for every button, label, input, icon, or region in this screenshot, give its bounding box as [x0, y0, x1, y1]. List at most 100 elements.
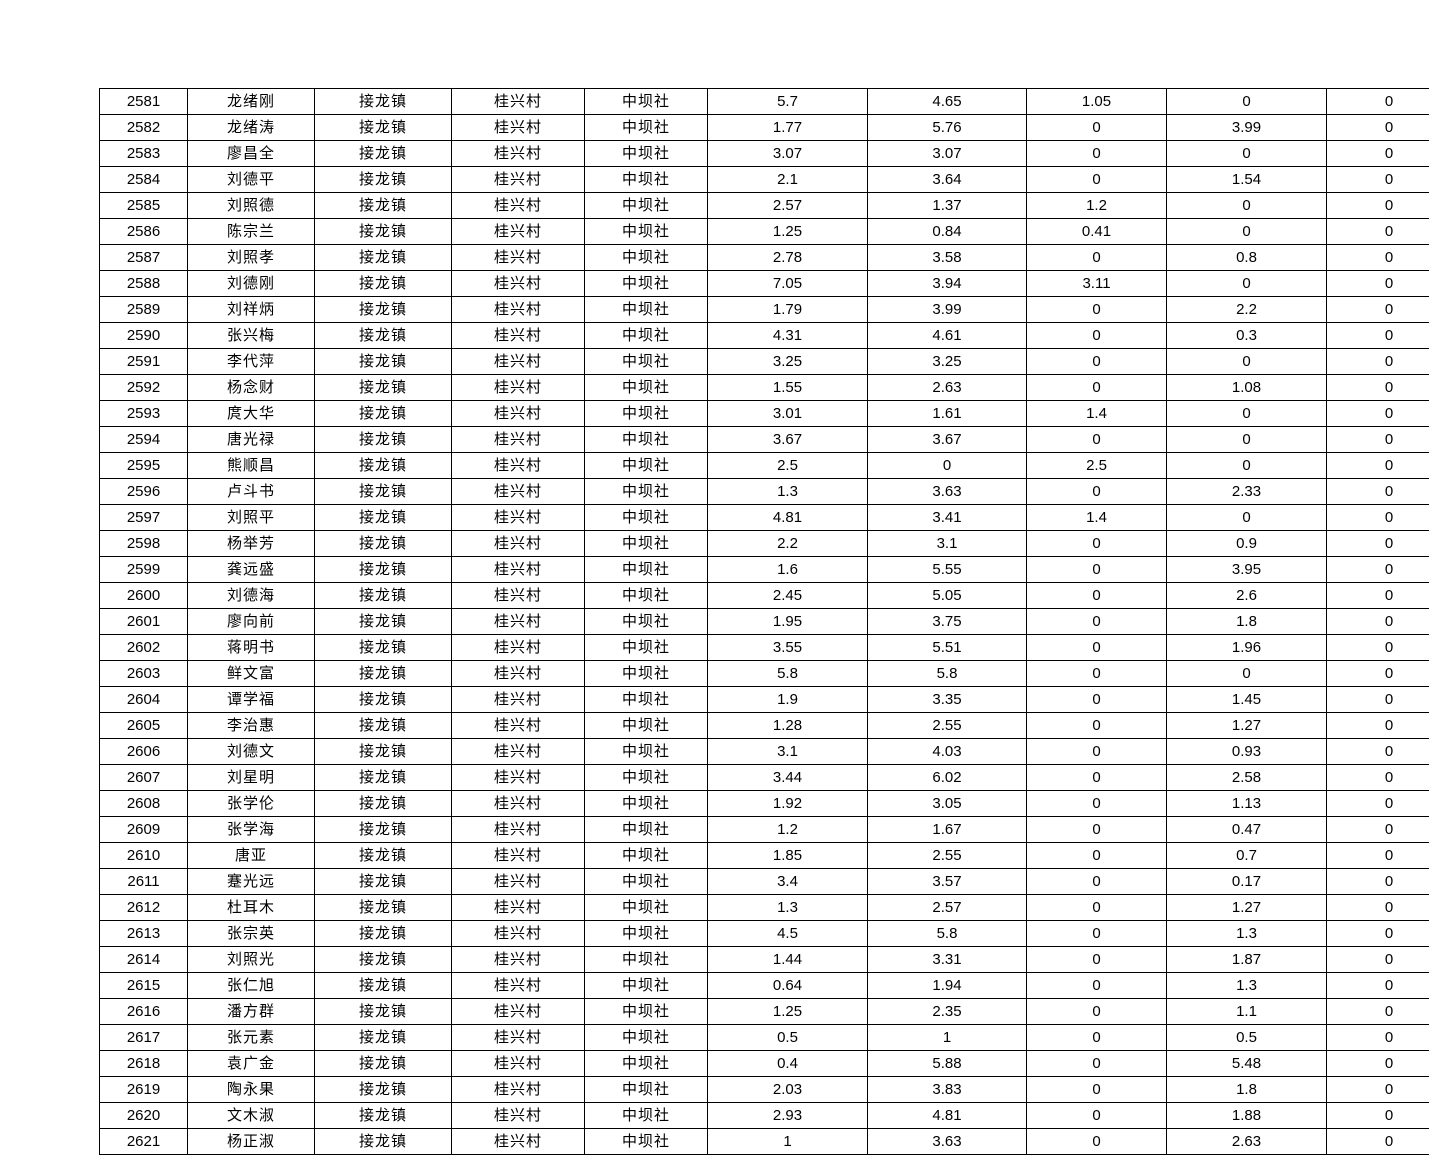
- cell-value-4[interactable]: 1.45: [1167, 687, 1327, 713]
- cell-value-1[interactable]: 1.77: [708, 115, 868, 141]
- cell-group[interactable]: 中坝社: [585, 89, 708, 115]
- cell-name[interactable]: 张仁旭: [188, 973, 315, 999]
- cell-town[interactable]: 接龙镇: [315, 1051, 452, 1077]
- cell-name[interactable]: 廖向前: [188, 609, 315, 635]
- cell-name[interactable]: 唐亚: [188, 843, 315, 869]
- cell-value-5[interactable]: 0: [1327, 713, 1429, 739]
- cell-town[interactable]: 接龙镇: [315, 843, 452, 869]
- cell-id[interactable]: 2599: [100, 557, 188, 583]
- cell-town[interactable]: 接龙镇: [315, 323, 452, 349]
- cell-id[interactable]: 2587: [100, 245, 188, 271]
- cell-value-5[interactable]: 0: [1327, 479, 1429, 505]
- cell-name[interactable]: 潘方群: [188, 999, 315, 1025]
- cell-town[interactable]: 接龙镇: [315, 739, 452, 765]
- cell-village[interactable]: 桂兴村: [452, 349, 585, 375]
- cell-value-2[interactable]: 5.55: [868, 557, 1027, 583]
- cell-id[interactable]: 2614: [100, 947, 188, 973]
- cell-group[interactable]: 中坝社: [585, 1051, 708, 1077]
- cell-value-3[interactable]: 1.4: [1027, 505, 1167, 531]
- cell-value-1[interactable]: 1.85: [708, 843, 868, 869]
- cell-value-4[interactable]: 0.9: [1167, 531, 1327, 557]
- cell-value-4[interactable]: 0: [1167, 219, 1327, 245]
- cell-village[interactable]: 桂兴村: [452, 583, 585, 609]
- cell-value-4[interactable]: 1.87: [1167, 947, 1327, 973]
- cell-value-3[interactable]: 0.41: [1027, 219, 1167, 245]
- cell-value-3[interactable]: 0: [1027, 973, 1167, 999]
- cell-value-5[interactable]: 0: [1327, 557, 1429, 583]
- cell-value-1[interactable]: 5.8: [708, 661, 868, 687]
- cell-value-2[interactable]: 5.88: [868, 1051, 1027, 1077]
- cell-name[interactable]: 张兴梅: [188, 323, 315, 349]
- cell-value-2[interactable]: 3.99: [868, 297, 1027, 323]
- cell-value-4[interactable]: 0.17: [1167, 869, 1327, 895]
- cell-town[interactable]: 接龙镇: [315, 947, 452, 973]
- cell-town[interactable]: 接龙镇: [315, 1077, 452, 1103]
- cell-group[interactable]: 中坝社: [585, 687, 708, 713]
- cell-group[interactable]: 中坝社: [585, 297, 708, 323]
- cell-village[interactable]: 桂兴村: [452, 531, 585, 557]
- cell-group[interactable]: 中坝社: [585, 739, 708, 765]
- cell-village[interactable]: 桂兴村: [452, 479, 585, 505]
- cell-value-1[interactable]: 1.95: [708, 609, 868, 635]
- cell-town[interactable]: 接龙镇: [315, 375, 452, 401]
- cell-village[interactable]: 桂兴村: [452, 869, 585, 895]
- cell-value-3[interactable]: 0: [1027, 817, 1167, 843]
- cell-id[interactable]: 2610: [100, 843, 188, 869]
- cell-value-5[interactable]: 0: [1327, 401, 1429, 427]
- cell-name[interactable]: 杜耳木: [188, 895, 315, 921]
- cell-id[interactable]: 2618: [100, 1051, 188, 1077]
- cell-value-1[interactable]: 1.2: [708, 817, 868, 843]
- cell-value-4[interactable]: 1.08: [1167, 375, 1327, 401]
- cell-value-1[interactable]: 3.55: [708, 635, 868, 661]
- cell-name[interactable]: 张学海: [188, 817, 315, 843]
- cell-name[interactable]: 刘照德: [188, 193, 315, 219]
- cell-id[interactable]: 2591: [100, 349, 188, 375]
- cell-value-2[interactable]: 3.41: [868, 505, 1027, 531]
- cell-town[interactable]: 接龙镇: [315, 1025, 452, 1051]
- cell-value-4[interactable]: 0: [1167, 271, 1327, 297]
- cell-value-1[interactable]: 1.9: [708, 687, 868, 713]
- cell-name[interactable]: 张元素: [188, 1025, 315, 1051]
- cell-value-4[interactable]: 0: [1167, 401, 1327, 427]
- cell-value-5[interactable]: 0: [1327, 89, 1429, 115]
- cell-value-5[interactable]: 0: [1327, 1051, 1429, 1077]
- cell-town[interactable]: 接龙镇: [315, 271, 452, 297]
- cell-village[interactable]: 桂兴村: [452, 323, 585, 349]
- cell-value-2[interactable]: 4.61: [868, 323, 1027, 349]
- cell-value-2[interactable]: 3.58: [868, 245, 1027, 271]
- cell-group[interactable]: 中坝社: [585, 609, 708, 635]
- cell-value-1[interactable]: 1.25: [708, 999, 868, 1025]
- cell-value-3[interactable]: 0: [1027, 869, 1167, 895]
- cell-town[interactable]: 接龙镇: [315, 245, 452, 271]
- cell-value-4[interactable]: 0.47: [1167, 817, 1327, 843]
- cell-value-4[interactable]: 0.5: [1167, 1025, 1327, 1051]
- cell-town[interactable]: 接龙镇: [315, 713, 452, 739]
- cell-value-5[interactable]: 0: [1327, 323, 1429, 349]
- cell-group[interactable]: 中坝社: [585, 453, 708, 479]
- cell-town[interactable]: 接龙镇: [315, 791, 452, 817]
- cell-value-5[interactable]: 0: [1327, 1077, 1429, 1103]
- cell-value-3[interactable]: 0: [1027, 713, 1167, 739]
- cell-group[interactable]: 中坝社: [585, 401, 708, 427]
- cell-value-1[interactable]: 2.78: [708, 245, 868, 271]
- cell-id[interactable]: 2586: [100, 219, 188, 245]
- cell-value-1[interactable]: 2.03: [708, 1077, 868, 1103]
- cell-value-5[interactable]: 0: [1327, 349, 1429, 375]
- cell-value-5[interactable]: 0: [1327, 427, 1429, 453]
- cell-town[interactable]: 接龙镇: [315, 817, 452, 843]
- cell-value-5[interactable]: 0: [1327, 999, 1429, 1025]
- cell-name[interactable]: 刘照孝: [188, 245, 315, 271]
- cell-value-4[interactable]: 1.8: [1167, 1077, 1327, 1103]
- cell-town[interactable]: 接龙镇: [315, 1103, 452, 1129]
- cell-town[interactable]: 接龙镇: [315, 895, 452, 921]
- cell-value-1[interactable]: 1: [708, 1129, 868, 1155]
- cell-name[interactable]: 卢斗书: [188, 479, 315, 505]
- cell-town[interactable]: 接龙镇: [315, 297, 452, 323]
